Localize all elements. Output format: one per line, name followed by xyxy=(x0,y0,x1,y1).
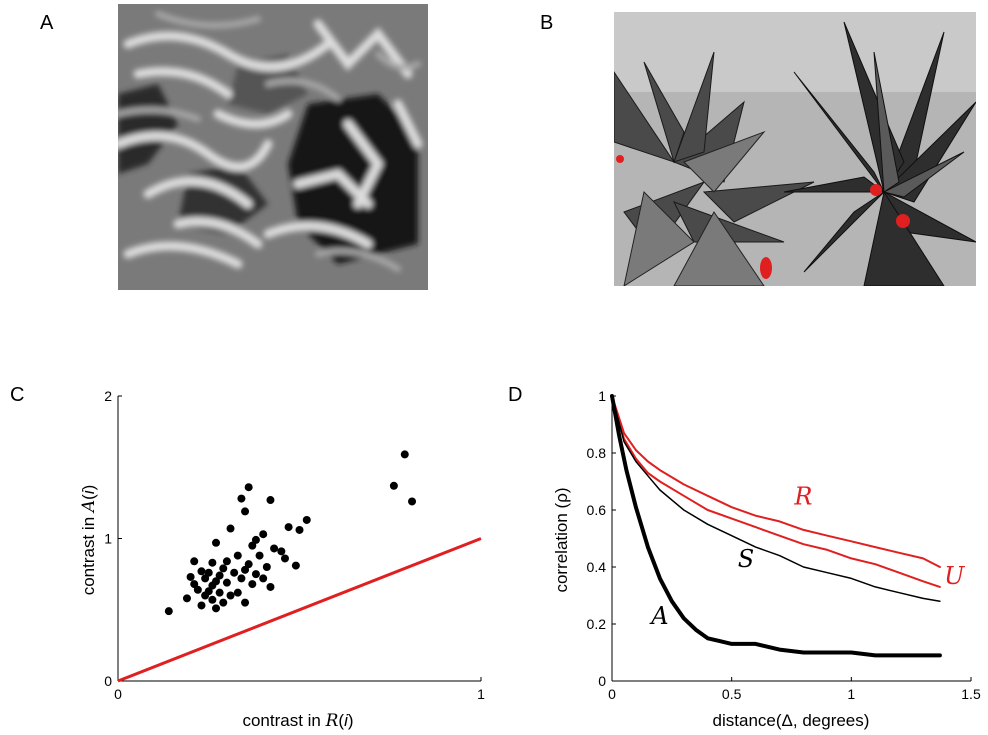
panel-c-point xyxy=(190,557,199,566)
panel-d-line-chart: 0 0.5 1 1.5 0 0.2 0.4 0.6 0.8 1 R U S A distance(Δ, … xyxy=(552,388,981,730)
panel-c-point xyxy=(302,515,311,524)
panel-c-y-label: contrast in A(i) xyxy=(79,485,99,596)
panel-c-point xyxy=(251,570,260,579)
panel-c-point xyxy=(215,571,224,580)
panel-c-point xyxy=(255,551,264,560)
panel-c-point xyxy=(226,591,235,600)
panel-c-point xyxy=(295,525,304,534)
panel-b-image xyxy=(614,12,976,286)
panel-c-point xyxy=(208,558,217,567)
panel-d-series-u-line xyxy=(611,395,941,588)
panel-c-point xyxy=(277,547,286,556)
panel-c-point xyxy=(291,561,300,570)
panel-d-series-r-line xyxy=(611,395,941,568)
panel-c-point xyxy=(230,568,239,577)
panel-c-x-label: contrast in R(i) xyxy=(242,711,353,731)
panel-c-point xyxy=(241,565,250,574)
panel-d-x-tick-label: 0.5 xyxy=(722,686,742,702)
panel-c-point xyxy=(408,497,417,506)
panel-d-y-tick-label: 0.4 xyxy=(587,559,607,575)
panel-d-y-tick-label: 0.6 xyxy=(587,502,607,518)
panel-c-point xyxy=(226,524,235,533)
panel-d-series-a-label: A xyxy=(649,602,668,630)
panel-c-point xyxy=(182,594,191,603)
panel-d-y-tick-label: 0 xyxy=(598,673,606,689)
panel-d-series-r-label: R xyxy=(793,482,812,510)
panel-c-point xyxy=(233,588,242,597)
panel-d-x-tick-label: 0 xyxy=(608,686,616,702)
panel-c-y-tick-label: 0 xyxy=(104,673,112,689)
panel-c-identity-line xyxy=(117,537,482,683)
panel-letter-a: A xyxy=(40,12,54,34)
panel-c-point xyxy=(212,604,221,613)
panel-c-point xyxy=(284,523,293,532)
panel-c-point xyxy=(244,560,253,569)
panel-c-x-tick-label: 0 xyxy=(114,686,122,702)
panel-c-scatter-chart: 0 1 0 1 2 contrast in R(i) contrast in A(i) xyxy=(79,388,485,731)
panel-c-point xyxy=(389,481,398,490)
panel-c-point xyxy=(164,607,173,616)
panel-d-x-tick-label: 1.5 xyxy=(961,686,981,702)
panel-c-point xyxy=(222,578,231,587)
panel-c-y-tick-label: 2 xyxy=(104,388,112,404)
panel-c-point xyxy=(237,494,246,503)
panel-c-point xyxy=(248,580,257,589)
panel-c-point xyxy=(190,580,199,589)
panel-c-point xyxy=(266,582,275,591)
panel-c-point xyxy=(219,598,228,607)
panel-c-point xyxy=(215,588,224,597)
panel-d-series-u-label: U xyxy=(944,562,965,590)
panel-c-point xyxy=(251,535,260,544)
panel-d-y-tick-label: 0.2 xyxy=(587,616,607,632)
panel-c-point xyxy=(266,496,275,505)
panel-d-y-tick-label: 1 xyxy=(598,388,606,404)
panel-c-point xyxy=(219,564,228,573)
panel-d-x-tick-label: 1 xyxy=(847,686,855,702)
panel-a-image xyxy=(118,4,428,290)
panel-d-series-s-line xyxy=(611,395,941,602)
panel-c-point xyxy=(259,574,268,583)
panel-c-point xyxy=(222,557,231,566)
panel-letter-b: B xyxy=(540,12,554,34)
panel-c-point xyxy=(208,595,217,604)
panel-d-y-tick-label: 0.8 xyxy=(587,445,607,461)
panel-letter-c: C xyxy=(10,384,25,406)
panel-c-x-tick-label: 1 xyxy=(477,686,485,702)
panel-c-point xyxy=(270,544,279,553)
panel-c-point xyxy=(201,591,210,600)
panel-c-point xyxy=(400,450,409,459)
panel-c-y-tick-label: 1 xyxy=(104,531,112,547)
panel-c-point xyxy=(208,581,217,590)
panel-d-series-s-label: S xyxy=(738,545,754,573)
panel-d-series-a-line xyxy=(610,394,942,658)
panel-c-point xyxy=(241,598,250,607)
panel-c-point xyxy=(197,601,206,610)
panel-c-point xyxy=(204,568,213,577)
panel-d-y-label: correlation (ρ) xyxy=(552,487,571,592)
panel-c-point xyxy=(186,572,195,581)
panel-c-point xyxy=(241,507,250,516)
panel-c-point xyxy=(248,541,257,550)
panel-c-point xyxy=(201,574,210,583)
panel-c-point xyxy=(244,483,253,492)
panel-d-x-label: distance(Δ, degrees) xyxy=(713,711,870,730)
panel-c-point xyxy=(233,551,242,560)
panel-c-point xyxy=(237,574,246,583)
panel-c-point xyxy=(280,554,289,563)
panel-c-point xyxy=(262,563,271,571)
panel-c-point xyxy=(193,585,202,594)
panel-c-point xyxy=(212,538,221,547)
panel-c-point xyxy=(259,530,268,539)
panel-c-point xyxy=(197,567,206,576)
panel-letter-d: D xyxy=(508,384,523,406)
